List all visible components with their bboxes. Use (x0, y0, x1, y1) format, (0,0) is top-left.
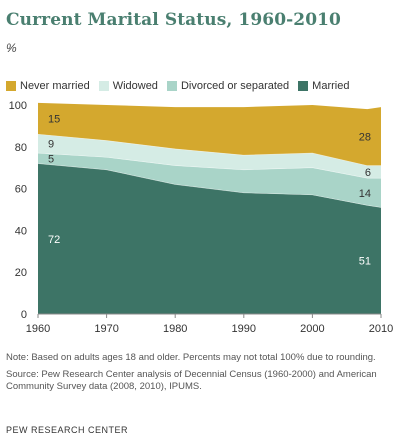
data-label-never-married-2010: 28 (359, 131, 371, 143)
data-label-widowed-2010: 6 (365, 167, 371, 179)
legend-swatch-married (298, 81, 309, 91)
note-text: Note: Based on adults ages 18 and older.… (6, 352, 376, 363)
legend-label-divorced-or-separated: Divorced or separated (180, 80, 290, 92)
legend-item-never-married: Never married (6, 80, 90, 92)
y-tick-label: 0 (21, 309, 27, 321)
area-never-married (38, 102, 381, 166)
x-tick-label: 1970 (94, 323, 118, 335)
data-label-married-2010: 51 (359, 256, 371, 268)
data-label-never-married-1960: 15 (48, 114, 60, 126)
legend-label-married: Married (312, 80, 350, 92)
legend-label-never-married: Never married (20, 80, 90, 92)
data-label-divorced-or-separated-1960: 5 (48, 153, 54, 165)
x-tick-label: 2010 (369, 323, 393, 335)
y-tick-label: 100 (9, 100, 27, 112)
data-label-married-1960: 72 (48, 234, 60, 246)
x-tick-label: 1990 (232, 323, 256, 335)
x-tick-label: 2000 (300, 323, 324, 335)
x-tick-label: 1960 (26, 323, 50, 335)
y-tick-label: 60 (15, 184, 27, 196)
notes: Note: Based on adults ages 18 and older.… (6, 352, 401, 398)
y-tick-label: 40 (15, 225, 27, 237)
y-tick-label: 80 (15, 142, 27, 154)
legend: Never married Widowed Divorced or separa… (6, 80, 358, 92)
stacked-area-chart: 0 20 40 60 80 100 1960 1970 1980 1990 2000 2010 15 9 5… (9, 100, 394, 335)
source-text: Source: Pew Research Center analysis of … (6, 369, 377, 392)
legend-swatch-widowed (98, 81, 109, 91)
chart-title: Current Marital Status, 1960-2010 (6, 10, 341, 30)
separator-married (37, 163, 382, 208)
x-tick-label: 1980 (163, 323, 187, 335)
area-widowed (38, 134, 381, 179)
y-axis-unit-label: % (6, 41, 17, 55)
area-married (38, 163, 381, 314)
data-label-widowed-1960: 9 (48, 139, 54, 151)
data-label-divorced-or-separated-2010: 14 (359, 188, 371, 200)
separator-divorced-or-separated (37, 152, 381, 179)
area-divorced-or-separated (38, 153, 381, 208)
legend-swatch-divorced-or-separated (166, 81, 177, 91)
legend-item-widowed: Widowed (98, 80, 158, 92)
legend-item-married: Married (298, 80, 349, 92)
separator-widowed (37, 133, 381, 166)
legend-label-widowed: Widowed (112, 80, 158, 92)
legend-swatch-never-married (6, 81, 16, 91)
legend-item-divorced-or-separated: Divorced or separated (166, 80, 290, 92)
y-tick-label: 20 (15, 267, 27, 279)
footer-org: PEW RESEARCH CENTER (6, 425, 129, 435)
